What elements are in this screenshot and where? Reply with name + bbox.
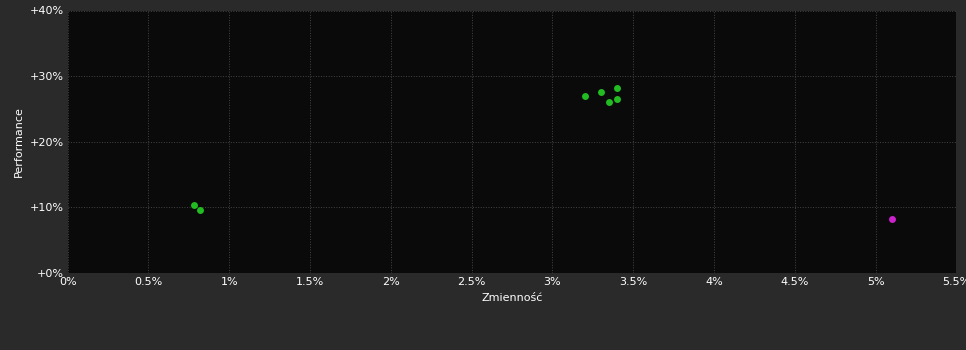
Point [884,216,899,221]
Point [185,203,201,208]
Y-axis label: Performance: Performance [14,106,24,177]
Point [192,207,208,213]
Point [577,93,592,99]
Point [610,85,625,91]
X-axis label: Zmienność: Zmienność [481,293,543,303]
Point [601,99,616,105]
Point [593,89,609,95]
Point [610,96,625,102]
